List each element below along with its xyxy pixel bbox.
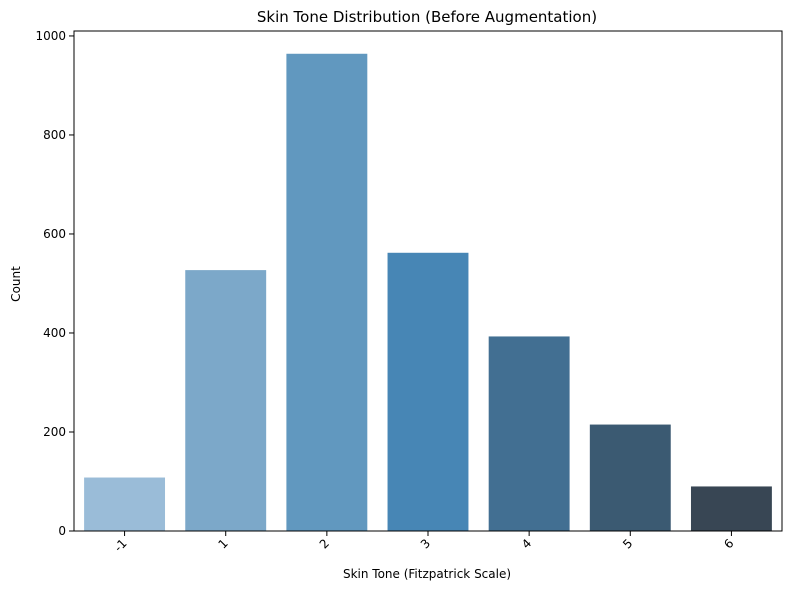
bar--1 xyxy=(84,477,166,531)
y-tick-label: 400 xyxy=(43,326,66,340)
x-tick-label: 6 xyxy=(721,536,736,551)
x-tick-label: 3 xyxy=(418,536,433,551)
y-tick-label: 800 xyxy=(43,128,66,142)
bar-1 xyxy=(185,270,267,531)
x-tick-label: 2 xyxy=(317,536,332,551)
x-tick-label: 5 xyxy=(620,536,635,551)
y-tick-label: 200 xyxy=(43,425,66,439)
x-tick-label: -1 xyxy=(111,536,129,554)
x-tick-label: 4 xyxy=(519,536,534,551)
bar-5 xyxy=(589,424,671,531)
bars xyxy=(84,53,772,532)
y-tick-label: 600 xyxy=(43,227,66,241)
y-tick-label: 0 xyxy=(58,524,66,538)
x-axis-label: Skin Tone (Fitzpatrick Scale) xyxy=(343,567,511,581)
x-tick-label: 1 xyxy=(216,536,231,551)
bar-6 xyxy=(690,486,772,531)
chart-title: Skin Tone Distribution (Before Augmentat… xyxy=(257,8,597,26)
bar-2 xyxy=(286,53,368,532)
bar-3 xyxy=(387,252,469,531)
y-axis-label: Count xyxy=(9,266,23,302)
y-tick-label: 1000 xyxy=(35,29,66,43)
bar-4 xyxy=(488,336,570,531)
